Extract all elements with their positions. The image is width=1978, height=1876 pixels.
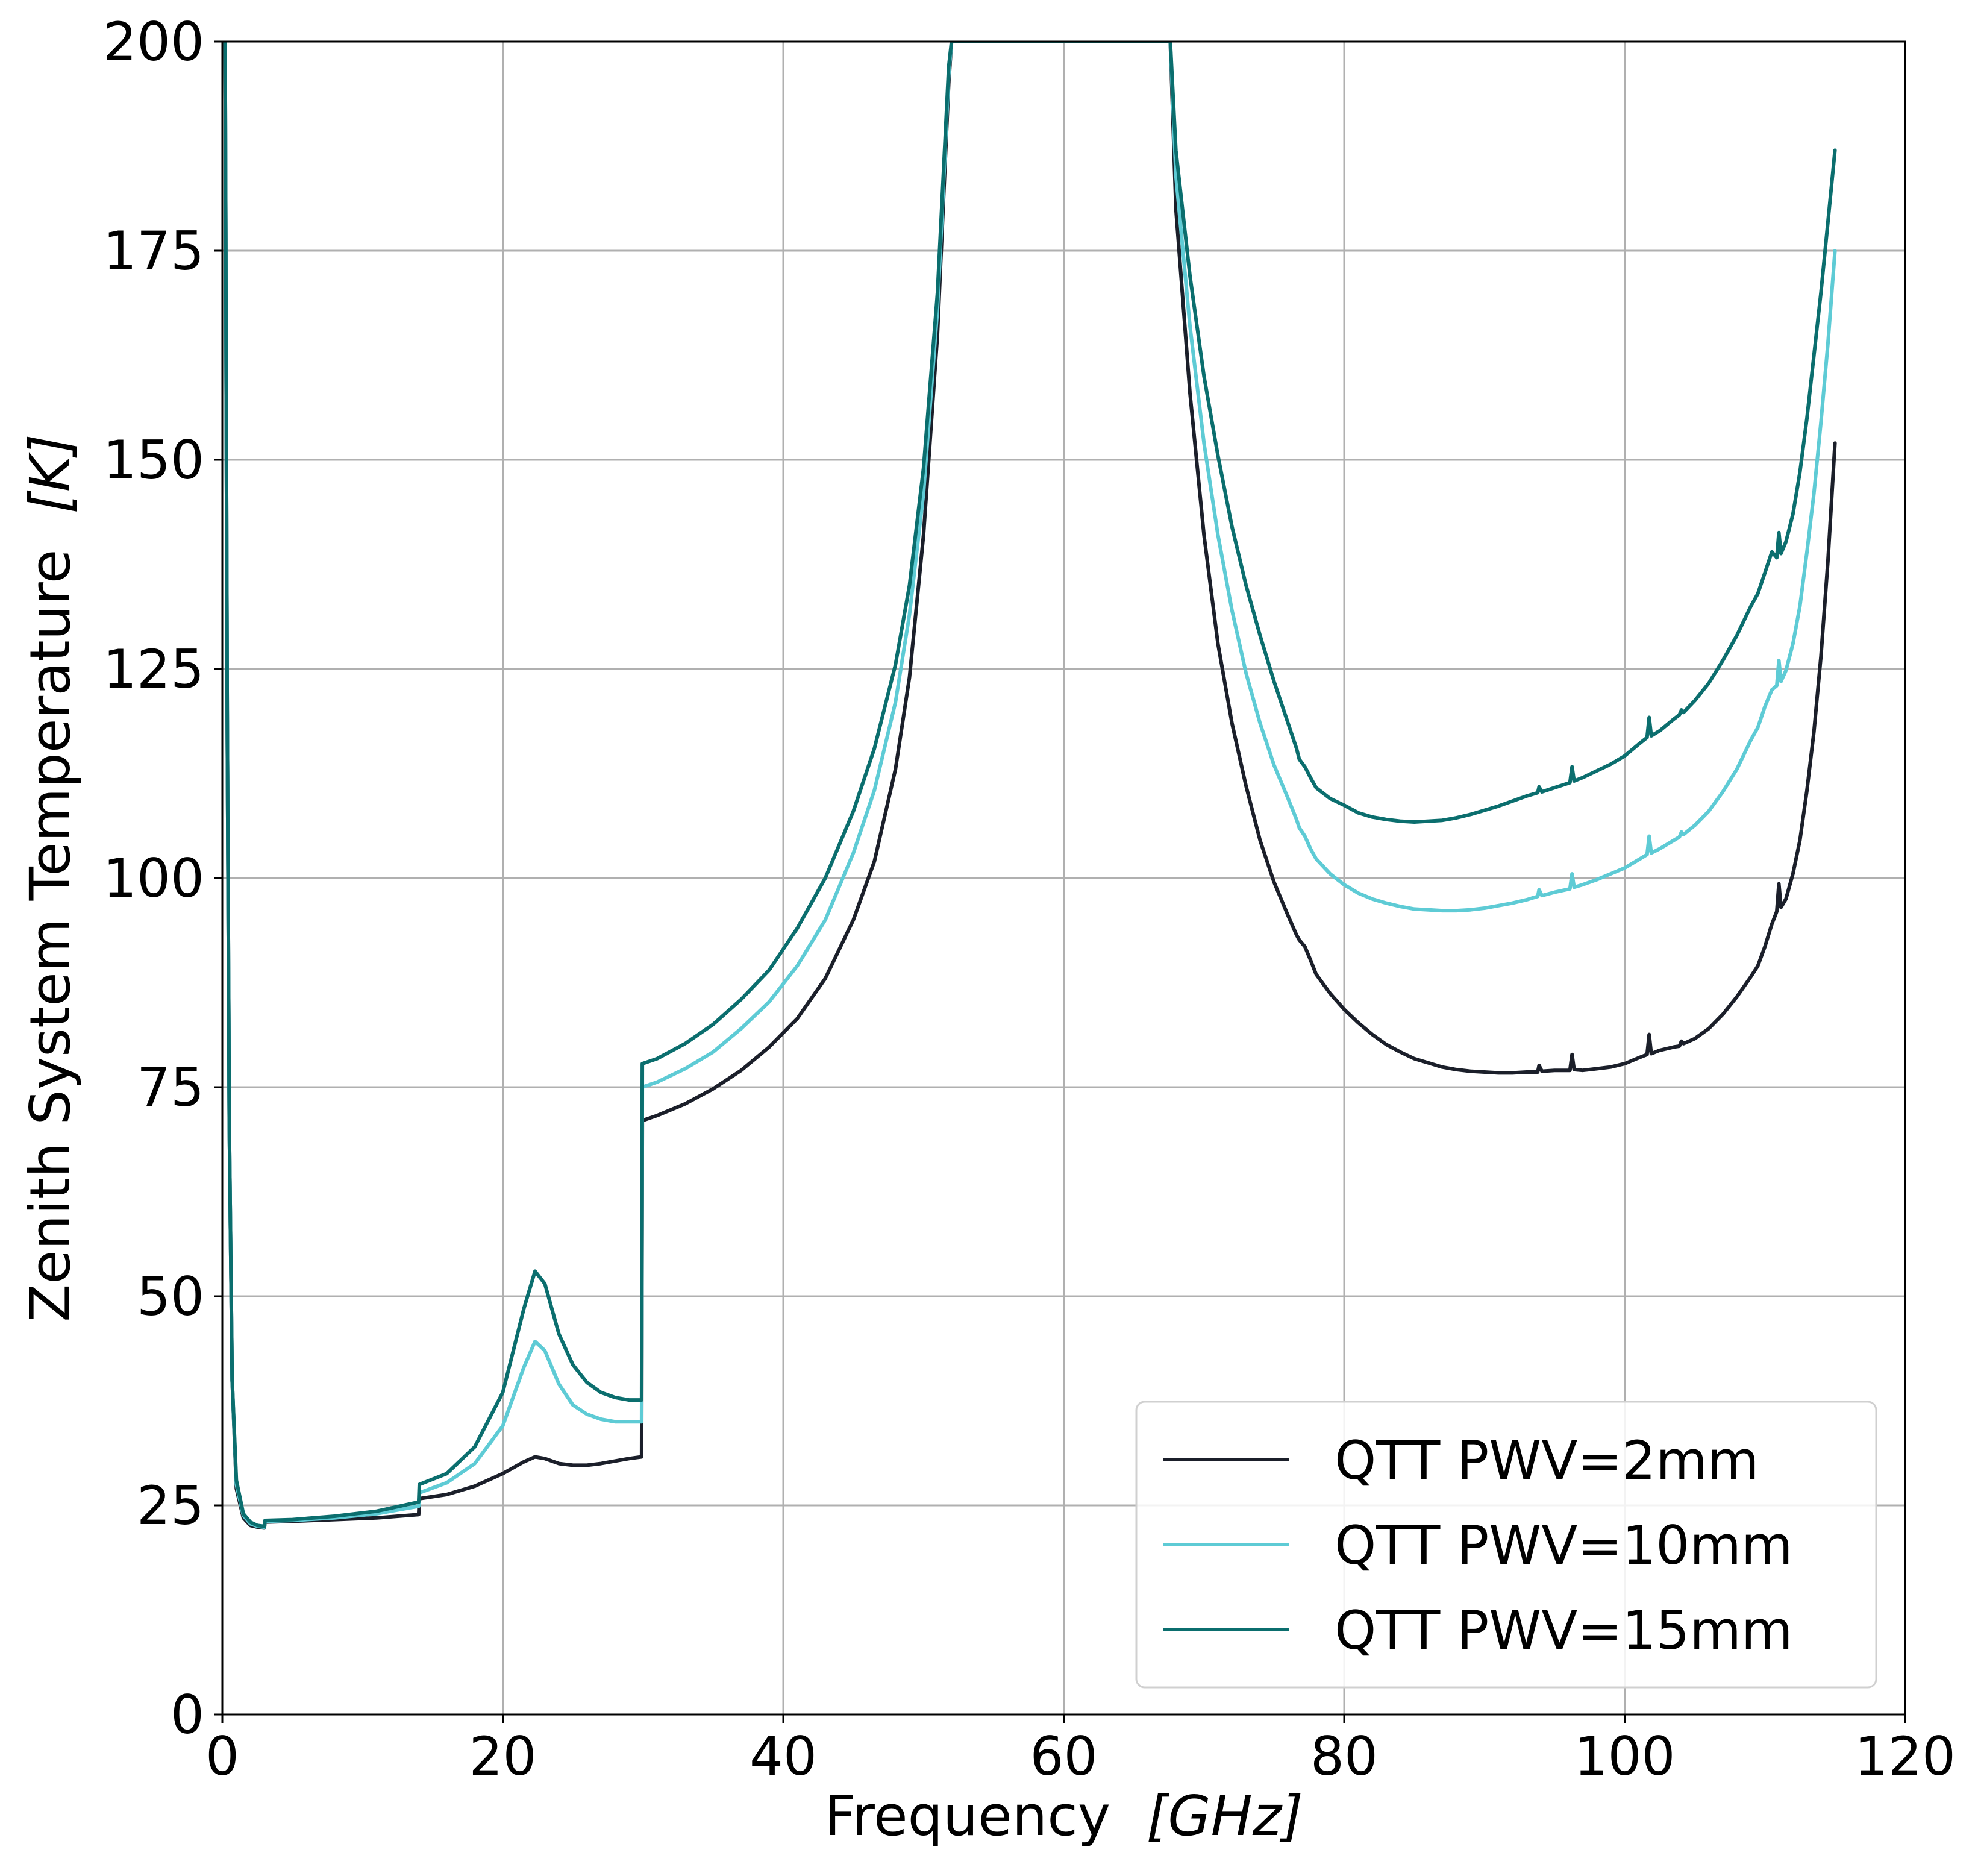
y-tick-label: 175	[103, 220, 204, 282]
series-line-1	[223, 42, 1837, 1530]
x-axis-label: Frequency	[824, 1784, 1110, 1848]
y-ticks: 0 25 50 75 100 125 150 175 200	[103, 11, 222, 1746]
x-tick-label: 100	[1574, 1725, 1676, 1787]
legend: QTT PWV=2mm QTT PWV=10mm QTT PWV=15mm	[1135, 1401, 1877, 1689]
legend-label: QTT PWV=2mm	[1335, 1429, 1759, 1492]
x-tick-label: 40	[750, 1725, 817, 1787]
y-tick-label: 100	[103, 847, 204, 909]
y-tick-label: 75	[137, 1056, 204, 1118]
series-line-3	[223, 42, 1837, 1528]
y-tick-label: 25	[137, 1475, 204, 1537]
x-axis-title: Frequency [GHz]	[824, 1784, 1303, 1848]
y-tick-label: 200	[103, 11, 204, 73]
x-tick-label: 80	[1310, 1725, 1378, 1787]
x-axis-unit: [GHz]	[1146, 1784, 1303, 1848]
legend-box	[1135, 1401, 1877, 1689]
y-tick-label: 150	[103, 429, 204, 491]
series-line-2	[223, 42, 1837, 1529]
series-layer	[223, 42, 1837, 1530]
y-tick-label: 125	[103, 638, 204, 700]
x-tick-label: 60	[1030, 1725, 1098, 1787]
legend-label: QTT PWV=10mm	[1335, 1514, 1793, 1576]
y-tick-label: 0	[171, 1684, 204, 1746]
legend-label: QTT PWV=15mm	[1335, 1599, 1793, 1661]
x-tick-label: 20	[469, 1725, 537, 1787]
y-tick-label: 50	[137, 1266, 204, 1328]
y-axis-label: Zenith System Temperature	[18, 550, 83, 1322]
grid	[221, 40, 1906, 1716]
x-tick-label: 0	[205, 1725, 239, 1787]
y-axis-title: Zenith System Temperature [K]	[18, 434, 83, 1322]
x-tick-label: 120	[1854, 1725, 1956, 1787]
y-axis-unit: [K]	[18, 434, 83, 513]
x-ticks: 0 20 40 60 80 100 120	[205, 1714, 1956, 1787]
